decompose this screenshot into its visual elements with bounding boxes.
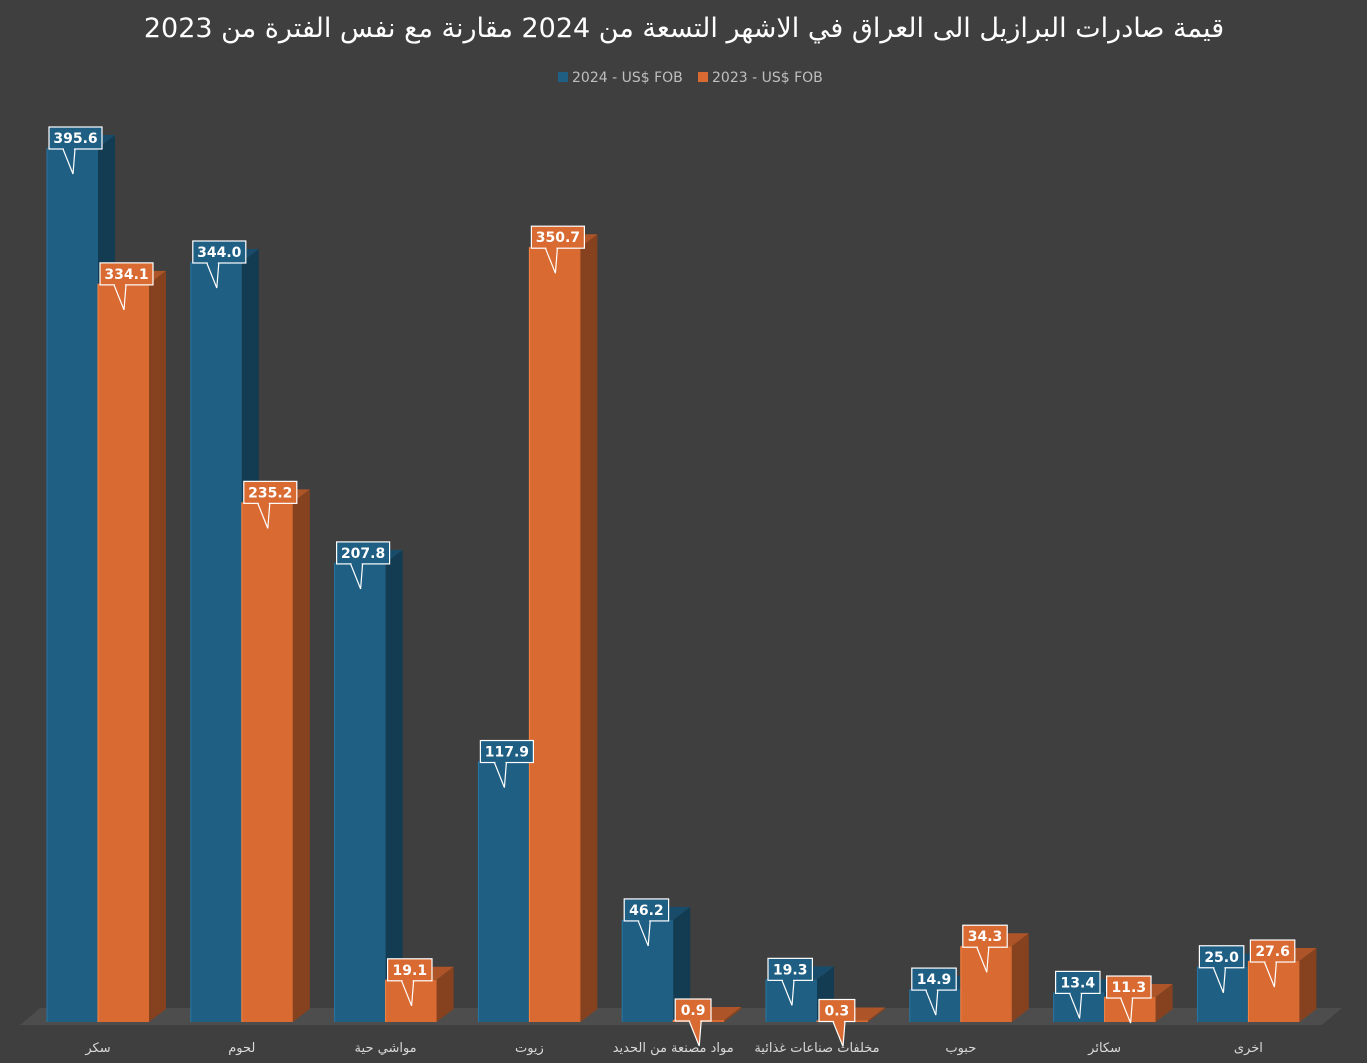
data-label-1-0: 334.1	[99, 262, 154, 311]
data-label-0-1: 344.0	[192, 240, 247, 289]
data-label-text: 344.0	[197, 245, 242, 261]
chart-legend: 2024 - US$ FOB 2023 - US$ FOB	[558, 70, 823, 86]
category-label-3: زيوت	[515, 1041, 544, 1056]
data-label-text: 350.7	[536, 230, 580, 246]
chart-title: قيمة صادرات البرازيل الى العراق في الاشه…	[144, 13, 1224, 44]
data-label-text: 25.0	[1204, 950, 1239, 966]
bar-side	[868, 1007, 885, 1022]
bar-side	[292, 489, 310, 1023]
legend-label-1: 2023 - US$ FOB	[712, 70, 823, 86]
callout-box	[530, 225, 586, 249]
data-label-0-0: 395.6	[48, 126, 103, 175]
data-label-text: 395.6	[53, 131, 97, 147]
bar-0-2	[334, 549, 403, 1022]
bar-front	[47, 148, 98, 1022]
bar-1-0	[97, 270, 166, 1023]
category-labels: سكر لحوم مواشي حية زيوت مواد مصنعة من الحديد…	[84, 1041, 1263, 1056]
data-label-text: 11.3	[1112, 980, 1147, 996]
bar-side	[149, 270, 166, 1023]
data-label-1-1: 235.2	[243, 480, 298, 529]
data-label-1-7: 11.3	[1105, 975, 1152, 1024]
data-label-text: 14.9	[917, 972, 952, 988]
data-label-1-8: 27.6	[1249, 939, 1296, 988]
data-label-text: 0.3	[824, 1004, 849, 1020]
category-label-6: حبوب	[945, 1041, 976, 1056]
bars-layer	[46, 135, 1317, 1023]
bar-side	[385, 549, 403, 1022]
bar-front	[529, 247, 581, 1022]
bar-side	[436, 966, 454, 1022]
data-label-0-8: 25.0	[1198, 945, 1245, 993]
category-label-2: مواشي حية	[355, 1041, 417, 1056]
legend-swatch-0	[558, 72, 568, 82]
callout-box	[99, 262, 154, 286]
category-label-7: سكائر	[1087, 1041, 1121, 1056]
data-label-text: 0.9	[681, 1003, 706, 1019]
bar-front	[190, 262, 242, 1022]
data-label-0-5: 19.3	[767, 957, 814, 1006]
legend-swatch-1	[698, 72, 708, 82]
category-label-5: مخلفات صناعات غذائية	[754, 1041, 879, 1056]
bar-0-4	[621, 906, 691, 1022]
data-label-text: 27.6	[1255, 944, 1290, 960]
legend-label-0: 2024 - US$ FOB	[572, 70, 683, 86]
callout-box	[336, 541, 391, 565]
data-label-text: 13.4	[1061, 975, 1096, 991]
data-label-text: 235.2	[248, 485, 292, 501]
bar-front	[334, 562, 386, 1022]
data-label-0-7: 13.4	[1054, 970, 1101, 1019]
data-label-1-5: 0.3	[818, 998, 856, 1047]
bar-side	[673, 906, 691, 1022]
data-label-text: 334.1	[104, 267, 148, 283]
data-labels: 395.6 334.1 344.0 235.2 207.8 19.1 117.9 350.7 4…	[48, 126, 1296, 1047]
bar-side	[580, 234, 598, 1022]
data-label-0-2: 207.8	[336, 541, 391, 590]
category-label-4: مواد مصنعة من الحديد	[613, 1041, 734, 1056]
bar-side	[1155, 984, 1173, 1022]
data-label-0-6: 14.9	[911, 967, 957, 1016]
data-label-text: 34.3	[968, 929, 1003, 945]
bar-side	[1011, 933, 1029, 1022]
data-label-1-6: 34.3	[962, 924, 1008, 973]
category-label-1: لحوم	[228, 1041, 255, 1056]
data-label-text: 19.3	[773, 962, 808, 978]
callout-box	[48, 126, 103, 150]
data-label-text: 207.8	[341, 546, 385, 562]
data-label-1-2: 19.1	[387, 958, 433, 1007]
bar-1-1	[241, 489, 310, 1023]
bar-side	[1299, 948, 1317, 1022]
category-label-0: سكر	[84, 1041, 110, 1056]
bar-1-3	[528, 234, 598, 1022]
callout-box	[243, 480, 298, 504]
bar-front	[241, 502, 293, 1023]
data-label-0-4: 46.2	[623, 898, 670, 947]
data-label-0-3: 117.9	[479, 739, 534, 788]
bar-front	[478, 761, 530, 1022]
data-label-text: 117.9	[485, 745, 529, 761]
data-label-text: 19.1	[393, 963, 428, 979]
bar-front	[98, 283, 149, 1023]
data-label-1-4: 0.9	[674, 998, 712, 1047]
callout-box	[192, 240, 247, 264]
data-label-1-3: 350.7	[530, 225, 586, 274]
data-label-text: 46.2	[629, 903, 664, 919]
bar-side	[724, 1007, 742, 1022]
category-label-8: اخرى	[1234, 1041, 1263, 1056]
callout-box	[479, 739, 534, 764]
